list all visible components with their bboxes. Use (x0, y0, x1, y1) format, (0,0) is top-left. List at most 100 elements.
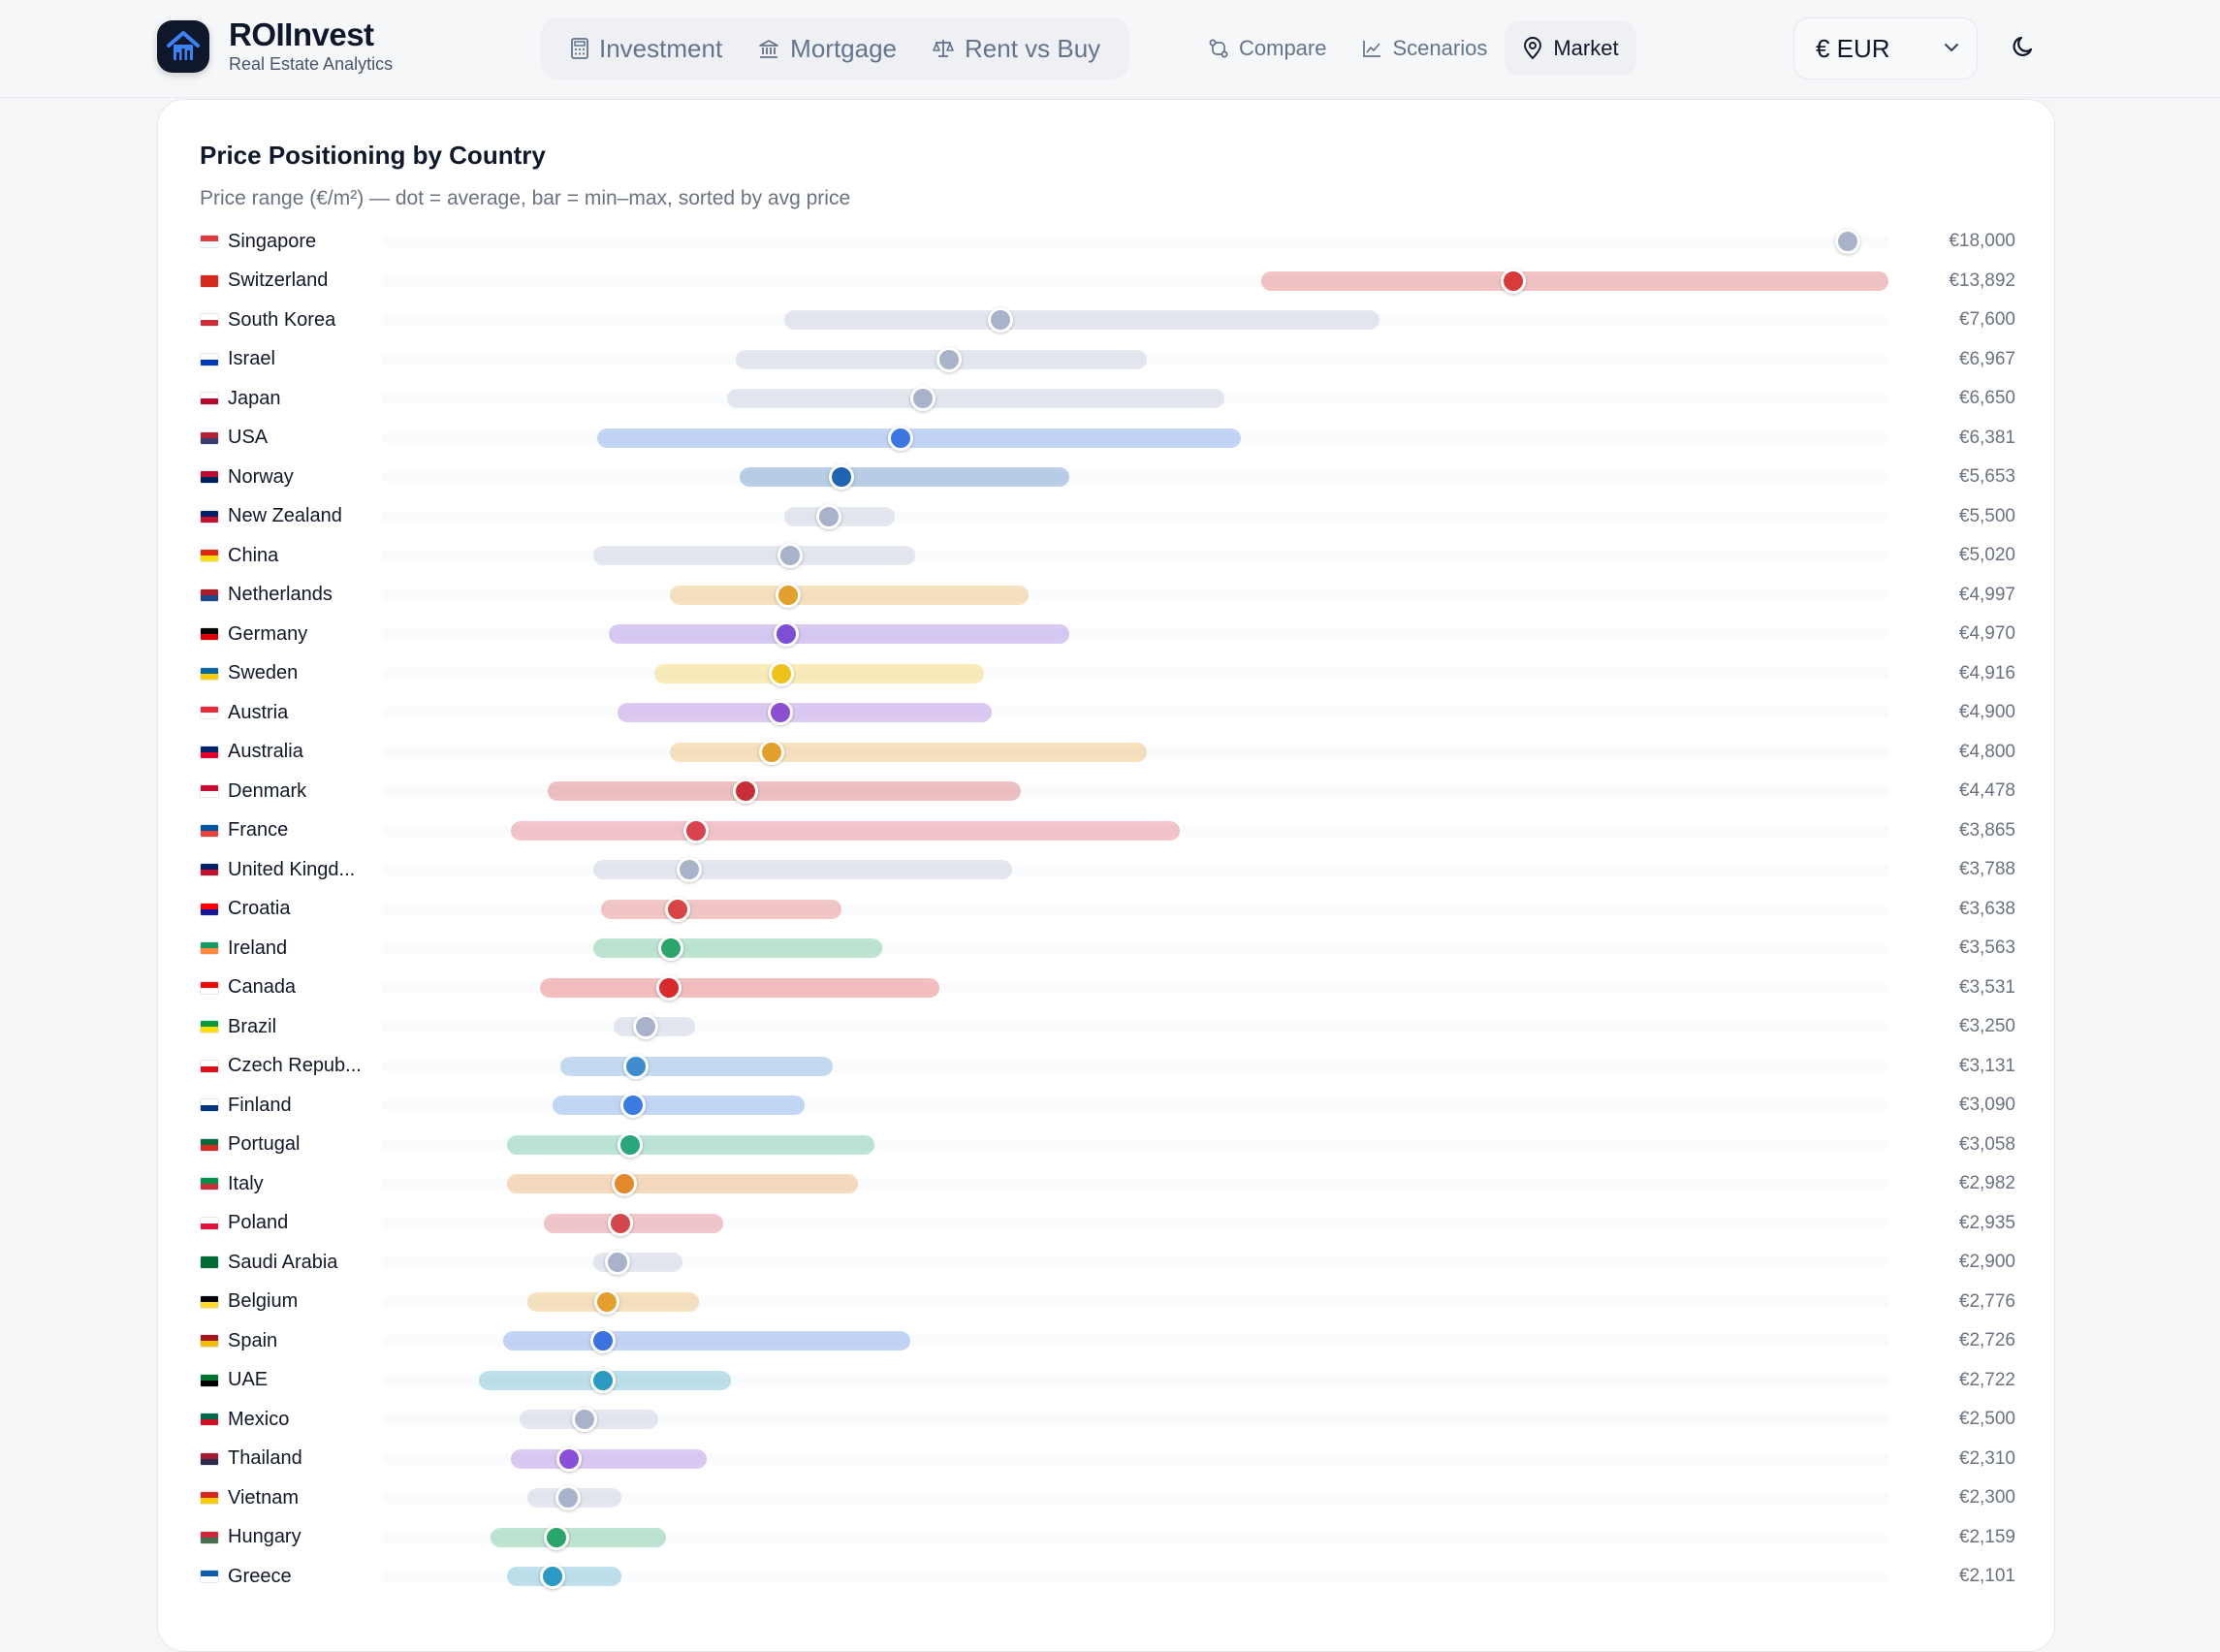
price-range-bar[interactable] (609, 624, 1070, 644)
average-price-dot[interactable] (888, 425, 914, 451)
chart-row[interactable]: Israel €6,967 (158, 340, 2054, 379)
price-range-bar[interactable] (544, 1213, 723, 1233)
average-price-dot[interactable] (759, 739, 785, 765)
chart-row[interactable]: Mexico €2,500 (158, 1400, 2054, 1439)
average-price-dot[interactable] (556, 1446, 583, 1472)
average-price-dot[interactable] (590, 1328, 617, 1353)
chart-row[interactable]: Switzerland €13,892 (158, 262, 2054, 301)
chart-row[interactable]: China €5,020 (158, 536, 2054, 575)
nav-scenarios[interactable]: Scenarios (1344, 21, 1505, 76)
chart-row[interactable]: Italy €2,982 (158, 1164, 2054, 1203)
price-range-bar[interactable] (670, 585, 1030, 605)
average-price-dot[interactable] (619, 1093, 646, 1118)
chart-row[interactable]: Austria €4,900 (158, 693, 2054, 732)
average-price-dot[interactable] (936, 346, 962, 372)
chart-row[interactable]: Greece €2,101 (158, 1557, 2054, 1596)
price-range-bar[interactable] (552, 1096, 806, 1115)
chart-row[interactable]: Netherlands €4,997 (158, 576, 2054, 615)
chart-row[interactable]: Spain €2,726 (158, 1321, 2054, 1360)
average-price-dot[interactable] (769, 660, 795, 686)
average-price-dot[interactable] (682, 817, 709, 843)
price-range-bar[interactable] (592, 860, 1013, 879)
chart-row[interactable]: Ireland €3,563 (158, 929, 2054, 968)
chart-row[interactable]: Denmark €4,478 (158, 772, 2054, 810)
chart-row[interactable]: United Kingd... €3,788 (158, 850, 2054, 889)
chart-row[interactable]: Norway €5,653 (158, 458, 2054, 496)
chart-row[interactable]: Thailand €2,310 (158, 1440, 2054, 1478)
average-price-dot[interactable] (767, 700, 793, 725)
chart-row[interactable]: UAE €2,722 (158, 1361, 2054, 1400)
price-range-bar[interactable] (596, 428, 1241, 448)
average-price-dot[interactable] (776, 582, 802, 608)
average-price-dot[interactable] (1500, 268, 1526, 294)
price-range-bar[interactable] (670, 742, 1148, 762)
average-price-dot[interactable] (544, 1524, 570, 1550)
average-price-dot[interactable] (633, 1014, 659, 1039)
theme-toggle-button[interactable] (2003, 25, 2044, 72)
chart-row[interactable]: France €3,865 (158, 811, 2054, 850)
average-price-dot[interactable] (816, 503, 842, 529)
price-range-bar[interactable] (592, 546, 915, 565)
average-price-dot[interactable] (618, 1131, 644, 1158)
chart-row[interactable]: Croatia €3,638 (158, 890, 2054, 929)
chart-row[interactable]: Brazil €3,250 (158, 1007, 2054, 1046)
currency-select[interactable]: € EUR (1793, 17, 1978, 79)
chart-row[interactable]: Hungary €2,159 (158, 1518, 2054, 1557)
chart-row[interactable]: Australia €4,800 (158, 733, 2054, 772)
chart-row[interactable]: New Zealand €5,500 (158, 497, 2054, 536)
chart-row[interactable]: Canada €3,531 (158, 969, 2054, 1007)
average-price-dot[interactable] (539, 1564, 565, 1589)
price-range-bar[interactable] (727, 389, 1224, 408)
average-price-dot[interactable] (623, 1053, 650, 1079)
price-range-bar[interactable] (739, 467, 1070, 487)
average-price-dot[interactable] (658, 936, 684, 961)
price-range-bar[interactable] (507, 1174, 858, 1193)
nav-mortgage[interactable]: Mortgage (740, 21, 914, 76)
average-price-dot[interactable] (664, 896, 690, 922)
chart-row[interactable]: Czech Repub... €3,131 (158, 1047, 2054, 1086)
price-range-bar[interactable] (1260, 270, 1888, 291)
average-price-dot[interactable] (611, 1171, 637, 1196)
average-price-dot[interactable] (987, 307, 1013, 333)
price-range-bar[interactable] (600, 899, 841, 919)
price-range-bar[interactable] (511, 820, 1180, 841)
price-range-bar[interactable] (784, 310, 1380, 330)
nav-investment[interactable]: Investment (553, 21, 740, 76)
chart-row[interactable]: Portugal €3,058 (158, 1126, 2054, 1164)
chart-row[interactable]: USA €6,381 (158, 419, 2054, 458)
average-price-dot[interactable] (829, 464, 855, 490)
price-range-bar[interactable] (548, 781, 1021, 801)
average-price-dot[interactable] (594, 1288, 620, 1315)
price-range-bar[interactable] (559, 1056, 834, 1076)
nav-compare[interactable]: Compare (1190, 21, 1344, 76)
average-price-dot[interactable] (1834, 229, 1860, 254)
price-range-bar[interactable] (511, 1448, 708, 1469)
chart-row[interactable]: South Korea €7,600 (158, 301, 2054, 339)
average-price-dot[interactable] (909, 386, 936, 411)
average-price-dot[interactable] (607, 1210, 633, 1236)
chart-row[interactable]: Japan €6,650 (158, 379, 2054, 418)
average-price-dot[interactable] (655, 974, 682, 1001)
average-price-dot[interactable] (733, 778, 759, 804)
nav-rent-vs-buy[interactable]: Rent vs Buy (914, 21, 1118, 76)
chart-row[interactable]: Poland €2,935 (158, 1204, 2054, 1243)
price-range-bar[interactable] (503, 1331, 911, 1350)
price-range-bar[interactable] (507, 1134, 874, 1155)
price-range-bar[interactable] (491, 1527, 667, 1547)
brand[interactable]: ROIInvest Real Estate Analytics (157, 17, 393, 75)
average-price-dot[interactable] (555, 1485, 582, 1510)
nav-market[interactable]: Market (1505, 21, 1636, 76)
chart-row[interactable]: Vietnam €2,300 (158, 1478, 2054, 1517)
chart-row[interactable]: Finland €3,090 (158, 1086, 2054, 1125)
price-range-bar[interactable] (592, 938, 882, 958)
price-range-bar[interactable] (617, 703, 993, 722)
average-price-dot[interactable] (572, 1407, 598, 1432)
price-range-bar[interactable] (539, 977, 939, 998)
average-price-dot[interactable] (604, 1250, 630, 1275)
chart-row[interactable]: Saudi Arabia €2,900 (158, 1243, 2054, 1282)
chart-row[interactable]: Sweden €4,916 (158, 654, 2054, 693)
chart-row[interactable]: Germany €4,970 (158, 615, 2054, 653)
average-price-dot[interactable] (777, 543, 803, 568)
average-price-dot[interactable] (589, 1367, 616, 1393)
chart-row[interactable]: Belgium €2,776 (158, 1283, 2054, 1321)
